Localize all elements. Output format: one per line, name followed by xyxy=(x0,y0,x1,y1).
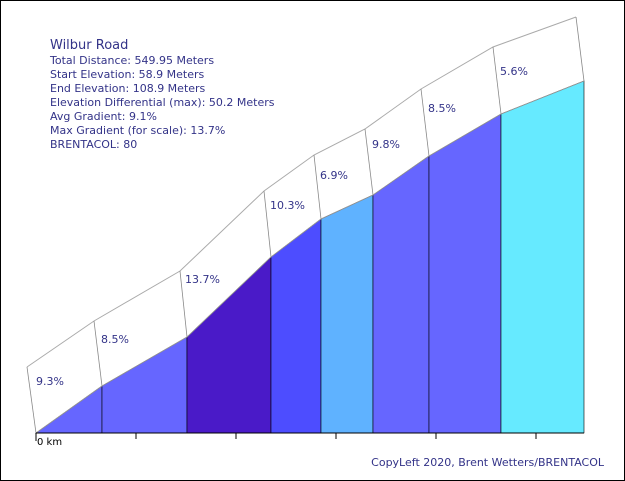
band-separator xyxy=(313,154,322,220)
band-separator xyxy=(364,128,374,196)
total-distance: Total Distance: 549.95 Meters xyxy=(50,54,215,67)
avg-gradient: Avg Gradient: 9.1% xyxy=(50,110,157,123)
gradient-label: 13.7% xyxy=(185,273,220,286)
brentacol-score: BRENTACOL: 80 xyxy=(50,138,138,151)
max-gradient: Max Gradient (for scale): 13.7% xyxy=(50,124,226,137)
segment-2 xyxy=(101,336,188,434)
band-separator xyxy=(93,320,103,387)
gradient-label: 8.5% xyxy=(428,102,456,115)
profile-line xyxy=(35,80,585,434)
gradient-label: 9.8% xyxy=(372,138,400,151)
start-elevation: Start Elevation: 58.9 Meters xyxy=(50,68,205,81)
gradient-label: 9.3% xyxy=(36,375,64,388)
gradient-label: 5.6% xyxy=(500,65,528,78)
gradient-label: 6.9% xyxy=(320,169,348,182)
band-separator xyxy=(263,190,272,258)
gradient-label: 8.5% xyxy=(101,333,129,346)
route-title: Wilbur Road xyxy=(50,38,129,53)
gradient-label: 10.3% xyxy=(270,199,305,212)
band-separator xyxy=(26,366,37,434)
segment-8 xyxy=(500,80,585,434)
segment-5 xyxy=(320,194,374,434)
copyright: CopyLeft 2020, Brent Wetters/BRENTACOL xyxy=(371,456,604,469)
x-start-label: 0 km xyxy=(37,437,62,448)
band-separator xyxy=(492,46,502,115)
segment-7 xyxy=(428,113,502,434)
elevation-differential: Elevation Differential (max): 50.2 Meter… xyxy=(50,96,275,109)
segment-6 xyxy=(372,155,430,434)
band-separator xyxy=(179,270,188,338)
end-elevation: End Elevation: 108.9 Meters xyxy=(50,82,206,95)
info-panel: Wilbur Road Total Distance: 549.95 Meter… xyxy=(50,38,274,152)
band-separator xyxy=(420,88,430,157)
band-separator xyxy=(575,16,585,82)
